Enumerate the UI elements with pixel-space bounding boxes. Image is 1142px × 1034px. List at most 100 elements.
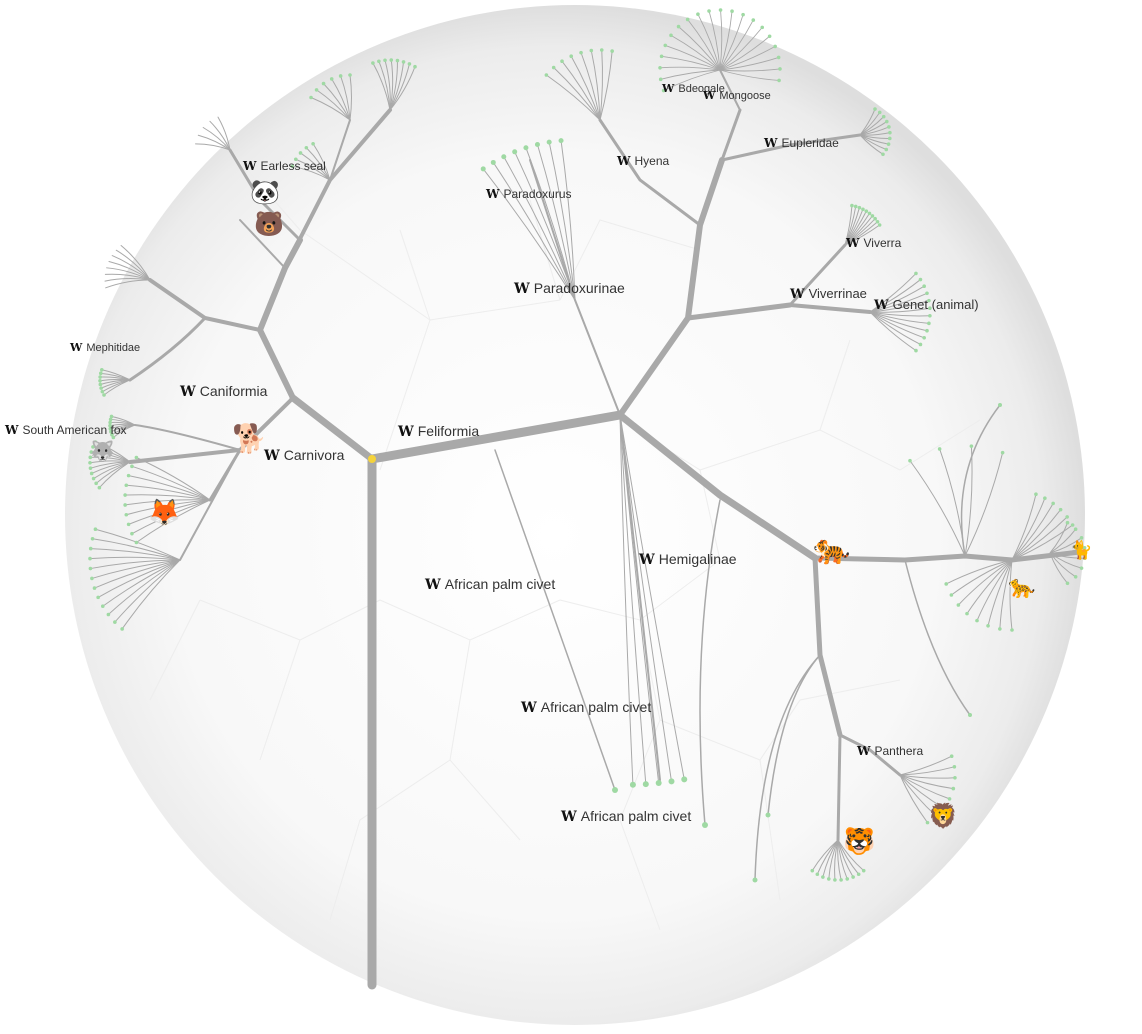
leaf-node[interactable] [1051, 501, 1055, 506]
leaf-node[interactable] [914, 348, 918, 353]
wikipedia-icon[interactable]: W [846, 236, 860, 250]
leaf-node[interactable] [925, 820, 930, 825]
leaf-node[interactable] [130, 531, 134, 536]
leaf-node[interactable] [856, 872, 861, 877]
leaf-node[interactable] [658, 65, 662, 70]
node-label-eupleridae[interactable]: W Eupleridae [764, 136, 839, 150]
panda-icon[interactable]: 🐼 [250, 178, 280, 206]
wikipedia-icon[interactable]: W [790, 287, 805, 302]
leaf-node[interactable] [655, 779, 662, 786]
leaf-node[interactable] [663, 43, 668, 48]
node-label-feliformia[interactable]: W Feliformia [398, 423, 480, 440]
leaf-node[interactable] [512, 149, 518, 155]
node-label-bdeogale[interactable]: W Bdeogale [662, 82, 725, 95]
leaf-node[interactable] [108, 423, 112, 428]
leaf-node[interactable] [90, 576, 94, 581]
leaf-node[interactable] [870, 214, 875, 218]
leaf-node[interactable] [944, 582, 949, 586]
leaf-node[interactable] [294, 157, 298, 162]
leaf-node[interactable] [134, 540, 139, 545]
leaf-node[interactable] [1043, 496, 1047, 500]
node-label-caniformia[interactable]: W Caniformia [180, 383, 268, 400]
node-label-african-palm-civet-1[interactable]: W African palm civet [425, 576, 556, 593]
leaf-node[interactable] [918, 342, 923, 347]
leaf-node[interactable] [88, 566, 93, 571]
leaf-node[interactable] [579, 50, 583, 55]
leaf-node[interactable] [100, 389, 105, 394]
leaf-node[interactable] [407, 62, 412, 66]
leaf-node[interactable] [123, 503, 127, 507]
leaf-node[interactable] [661, 88, 666, 93]
leaf-node[interactable] [969, 444, 974, 448]
cat-icon[interactable]: 🐈 [1070, 540, 1093, 561]
leaf-node[interactable] [851, 875, 855, 879]
leaf-node[interactable] [111, 435, 116, 440]
leaf-node[interactable] [480, 166, 486, 172]
leaf-node[interactable] [853, 204, 858, 209]
leaf-node[interactable] [329, 77, 334, 81]
wikipedia-icon[interactable]: W [425, 577, 441, 593]
leaf-node[interactable] [685, 17, 690, 22]
leaf-node[interactable] [956, 603, 961, 607]
leaf-node[interactable] [108, 420, 112, 425]
leaf-node[interactable] [88, 460, 92, 465]
leaf-node[interactable] [124, 512, 129, 517]
root-node[interactable] [368, 455, 376, 463]
leaf-node[interactable] [927, 321, 931, 326]
leaf-node[interactable] [490, 159, 496, 165]
leaf-node[interactable] [659, 54, 664, 59]
leaf-node[interactable] [951, 786, 956, 791]
leaf-node[interactable] [928, 314, 932, 318]
leaf-node[interactable] [88, 546, 93, 551]
node-label-mongoose[interactable]: W Mongoose [703, 89, 771, 102]
leaf-node[interactable] [88, 466, 93, 470]
leaf-node[interactable] [702, 822, 708, 828]
leaf-node[interactable] [873, 107, 877, 111]
leaf-node[interactable] [108, 426, 113, 431]
leaf-node[interactable] [676, 24, 681, 29]
leaf-node[interactable] [881, 114, 886, 119]
leaf-node[interactable] [918, 277, 923, 282]
leaf-node[interactable] [100, 367, 104, 372]
leaf-node[interactable] [885, 119, 889, 124]
leaf-node[interactable] [937, 447, 942, 451]
leaf-node[interactable] [97, 485, 102, 490]
node-label-viverrinae[interactable]: W Viverrinae [790, 286, 867, 302]
leaf-node[interactable] [1079, 566, 1084, 570]
leaf-node[interactable] [773, 44, 777, 49]
node-label-hemigalinae[interactable]: W Hemigalinae [639, 551, 737, 568]
leaf-node[interactable] [383, 58, 387, 63]
leaf-node[interactable] [1065, 581, 1070, 586]
leaf-node[interactable] [348, 73, 352, 77]
leaf-node[interactable] [413, 64, 417, 69]
leaf-node[interactable] [534, 141, 540, 147]
leaf-node[interactable] [99, 386, 103, 390]
leaf-node[interactable] [338, 74, 343, 78]
leaf-node[interactable] [93, 440, 98, 444]
leaf-node[interactable] [311, 141, 315, 146]
leaf-node[interactable] [668, 778, 675, 785]
leaf-node[interactable] [718, 8, 723, 12]
node-label-south-american-fox[interactable]: W South American fox [5, 423, 127, 437]
node-label-hyena[interactable]: W Hyena [617, 154, 670, 168]
leaf-node[interactable] [89, 471, 94, 476]
leaf-node[interactable] [612, 787, 618, 793]
leaf-node[interactable] [986, 623, 990, 628]
leaf-node[interactable] [765, 812, 771, 818]
leaf-node[interactable] [998, 627, 1002, 631]
leaf-node[interactable] [126, 473, 131, 478]
wikipedia-icon[interactable]: W [5, 423, 19, 437]
leaf-node[interactable] [544, 73, 549, 77]
leaf-node[interactable] [857, 205, 862, 210]
leaf-node[interactable] [98, 382, 103, 387]
leaf-node[interactable] [777, 78, 781, 83]
leaf-node[interactable] [371, 61, 375, 65]
fox-icon[interactable]: 🦊 [148, 498, 181, 528]
leaf-node[interactable] [669, 33, 673, 38]
leaf-node[interactable] [100, 604, 105, 609]
leaf-node[interactable] [1034, 492, 1038, 497]
node-label-mephitidae[interactable]: W Mephitidae [70, 341, 141, 354]
leaf-node[interactable] [867, 211, 872, 216]
leaf-node[interactable] [947, 797, 952, 801]
wikipedia-icon[interactable]: W [70, 341, 83, 354]
